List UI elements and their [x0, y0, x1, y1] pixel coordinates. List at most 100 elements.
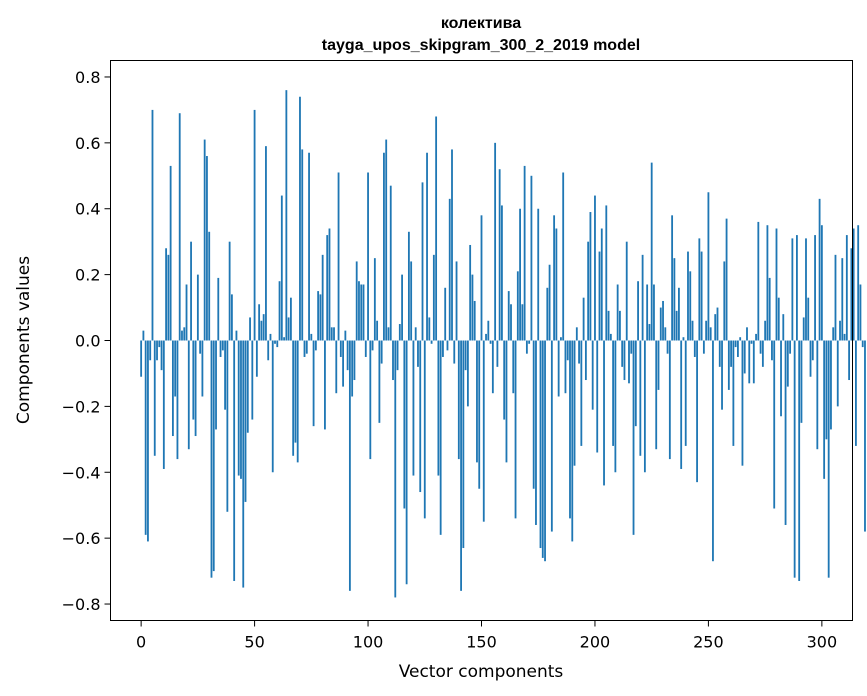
bar-254: [716, 307, 719, 341]
bar-64: [285, 90, 288, 341]
bar-11: [165, 248, 168, 341]
bar-46: [244, 340, 247, 502]
bar-168: [521, 304, 524, 341]
bar-3: [147, 340, 149, 542]
bar-165: [514, 340, 517, 519]
bar-195: [582, 297, 585, 341]
bar-237: [678, 287, 680, 341]
bar-205: [605, 205, 608, 341]
bar-190: [571, 340, 574, 542]
bar-289: [796, 235, 798, 341]
bar-20: [185, 284, 188, 341]
bar-208: [612, 340, 615, 446]
bar-133: [442, 340, 444, 357]
bar-308: [839, 320, 841, 341]
bar-43: [237, 340, 240, 476]
bar-307: [836, 340, 839, 407]
bar-296: [811, 340, 814, 361]
bar-12: [167, 254, 170, 341]
bar-19: [183, 327, 186, 341]
y-tick-label: 0.0: [75, 332, 100, 351]
bar-297: [814, 235, 816, 341]
bar-116: [403, 340, 406, 509]
bar-259: [727, 340, 730, 390]
bar-111: [392, 340, 394, 381]
bar-184: [557, 340, 560, 397]
bar-238: [680, 340, 683, 469]
bar-303: [827, 340, 830, 578]
bar-9: [160, 340, 163, 371]
bar-298: [816, 340, 819, 450]
bar-281: [777, 297, 780, 341]
bar-131: [437, 340, 440, 476]
y-axis-ticks: −0.8 −0.6 −0.4 −0.2 0.0 0.2 0.4 0.6 0.8: [62, 68, 111, 614]
bar-267: [746, 327, 748, 341]
bar-177: [541, 340, 544, 558]
bar-26: [199, 340, 202, 354]
bar-97: [360, 284, 363, 341]
bar-201: [596, 340, 599, 453]
bar-241: [687, 251, 689, 341]
bar-96: [358, 281, 360, 341]
bar-316: [857, 225, 860, 341]
bar-242: [689, 271, 692, 341]
y-tick-label: −0.2: [62, 397, 101, 416]
bar-92: [348, 340, 351, 591]
x-tick-label: 150: [466, 633, 497, 652]
bar-128: [430, 340, 433, 344]
bar-103: [373, 258, 376, 341]
bar-136: [448, 198, 451, 341]
bar-277: [768, 277, 771, 341]
bar-228: [657, 340, 660, 390]
bar-286: [789, 340, 792, 354]
chart-subtitle: tayga_upos_skipgram_300_2_2019 model: [322, 37, 640, 54]
bar-15: [174, 340, 177, 397]
bar-313: [850, 248, 853, 341]
bar-185: [560, 337, 562, 341]
bar-202: [598, 251, 601, 341]
bar-129: [432, 254, 435, 341]
bar-293: [805, 238, 807, 341]
bar-248: [702, 340, 705, 354]
bar-71: [301, 149, 304, 341]
bar-77: [314, 340, 317, 351]
bar-155: [491, 340, 494, 394]
bar-300: [820, 225, 823, 341]
bar-233: [668, 340, 671, 460]
x-tick-label: 50: [244, 633, 264, 652]
bar-106: [380, 340, 383, 364]
y-axis-label: Components values: [14, 256, 34, 424]
bar-5: [151, 109, 154, 341]
bar-257: [723, 261, 726, 341]
bar-223: [646, 284, 649, 341]
x-tick-label: 200: [580, 633, 611, 652]
bar-311: [845, 235, 848, 341]
bar-27: [201, 340, 204, 397]
bar-315: [855, 340, 857, 446]
bar-263: [737, 340, 739, 357]
bar-65: [287, 317, 290, 341]
bar-144: [466, 340, 469, 407]
bar-30: [208, 231, 211, 341]
bar-210: [616, 284, 619, 341]
bar-302: [825, 340, 828, 440]
bar-59: [274, 340, 276, 344]
bar-197: [587, 241, 590, 341]
bar-42: [235, 330, 238, 341]
y-tick-label: −0.8: [62, 595, 101, 614]
bar-24: [194, 340, 197, 437]
bar-55: [265, 146, 267, 341]
bar-212: [621, 340, 624, 367]
bar-41: [233, 340, 236, 581]
bar-74: [308, 152, 310, 341]
bar-107: [383, 152, 385, 341]
bar-219: [637, 281, 639, 341]
bar-154: [489, 340, 492, 344]
bar-60: [276, 340, 279, 348]
bar-204: [603, 340, 605, 486]
bar-8: [158, 340, 161, 348]
bar-83: [328, 228, 331, 341]
bar-112: [394, 340, 397, 598]
bar-44: [240, 340, 242, 479]
